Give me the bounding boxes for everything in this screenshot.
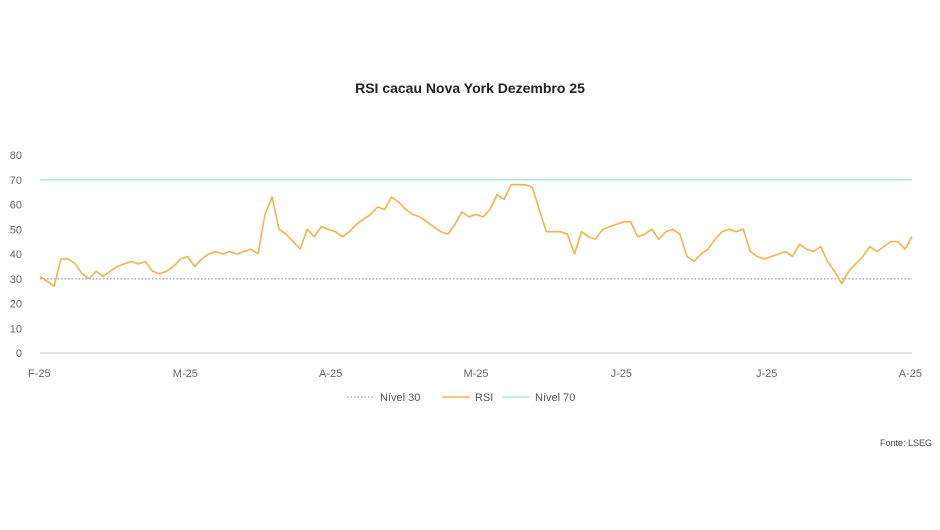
chart-title: RSI cacau Nova York Dezembro 25 [355, 80, 585, 96]
x-tick-label: M-25 [463, 368, 488, 380]
y-tick-label: 80 [10, 150, 22, 162]
legend-label: Nível 30 [380, 392, 420, 404]
legend-label: RSI [475, 392, 493, 404]
x-tick-label: A-25 [899, 368, 922, 380]
y-tick-label: 20 [10, 299, 22, 311]
y-tick-label: 70 [10, 175, 22, 187]
plot-area [39, 179, 913, 288]
y-tick-label: 0 [16, 348, 22, 360]
x-axis: F-25 M-25 A-25 M-25 J-25 J-25 A-25 [28, 352, 922, 380]
x-tick-label: J-25 [756, 368, 777, 380]
legend: Nível 30 RSI Nível 70 [347, 392, 575, 404]
y-tick-label: 30 [10, 274, 22, 286]
y-axis: 0 10 20 30 40 50 60 70 80 [10, 150, 22, 360]
x-tick-label: A-25 [319, 368, 342, 380]
y-tick-label: 60 [10, 200, 22, 212]
x-tick-label: J-25 [611, 368, 632, 380]
series-line-rsi [39, 183, 913, 288]
legend-label: Nível 70 [535, 392, 575, 404]
y-tick-label: 50 [10, 224, 22, 236]
x-tick-label: M-25 [173, 368, 198, 380]
x-tick-label: F-25 [28, 368, 51, 380]
y-tick-label: 10 [10, 323, 22, 335]
y-tick-label: 40 [10, 249, 22, 261]
source-note: Fonte: LSEG [879, 438, 932, 448]
